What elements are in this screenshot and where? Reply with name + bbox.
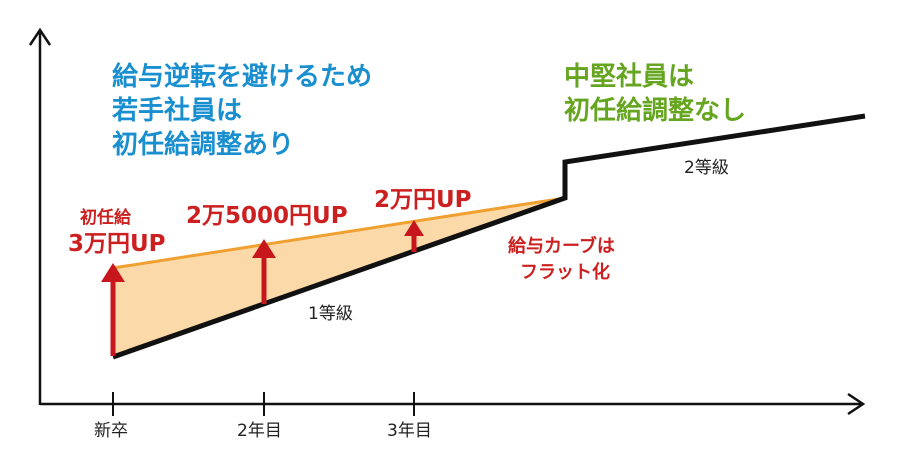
note-line: 若手社員は (112, 96, 243, 126)
note-line: 初任給調整あり (112, 130, 295, 160)
y-axis-arrowhead (28, 27, 52, 46)
raise-label-year-2: 2万5000円UP (186, 203, 348, 229)
grade-2-label: 2等級 (684, 158, 729, 178)
raise-label-year-3: 2万円UP (374, 187, 472, 213)
raise-arrow-year-2 (252, 239, 276, 304)
adjusted-salary-line (112, 196, 566, 270)
note-line: 給与カーブは (508, 236, 615, 257)
grade-1-label: 1等級 (308, 304, 353, 324)
note-line: フラット化 (520, 262, 610, 283)
x-axis-arrowhead (847, 392, 866, 416)
mid-career-note: 中堅社員は 初任給調整なし (564, 60, 746, 128)
note-line: 初任給調整なし (564, 96, 747, 126)
note-line: 給与逆転を避けるため (112, 62, 373, 92)
raise-label-title: 初任給 (80, 208, 131, 228)
tick-label-year-2: 2年目 (237, 421, 282, 441)
raise-arrow-new-grad (101, 263, 125, 356)
note-line: 中堅社員は (564, 62, 695, 92)
salary-curve-line (112, 113, 866, 360)
curve-flatten-note: 給与カーブは フラット化 (508, 234, 615, 286)
raise-label-new-grad: 3万円UP (68, 231, 166, 257)
tick-label-new-grad: 新卒 (94, 421, 128, 441)
tick-label-year-3: 3年目 (387, 421, 432, 441)
young-employee-note: 給与逆転を避けるため 若手社員は 初任給調整あり (112, 60, 372, 162)
raise-arrow-year-3 (404, 220, 424, 252)
